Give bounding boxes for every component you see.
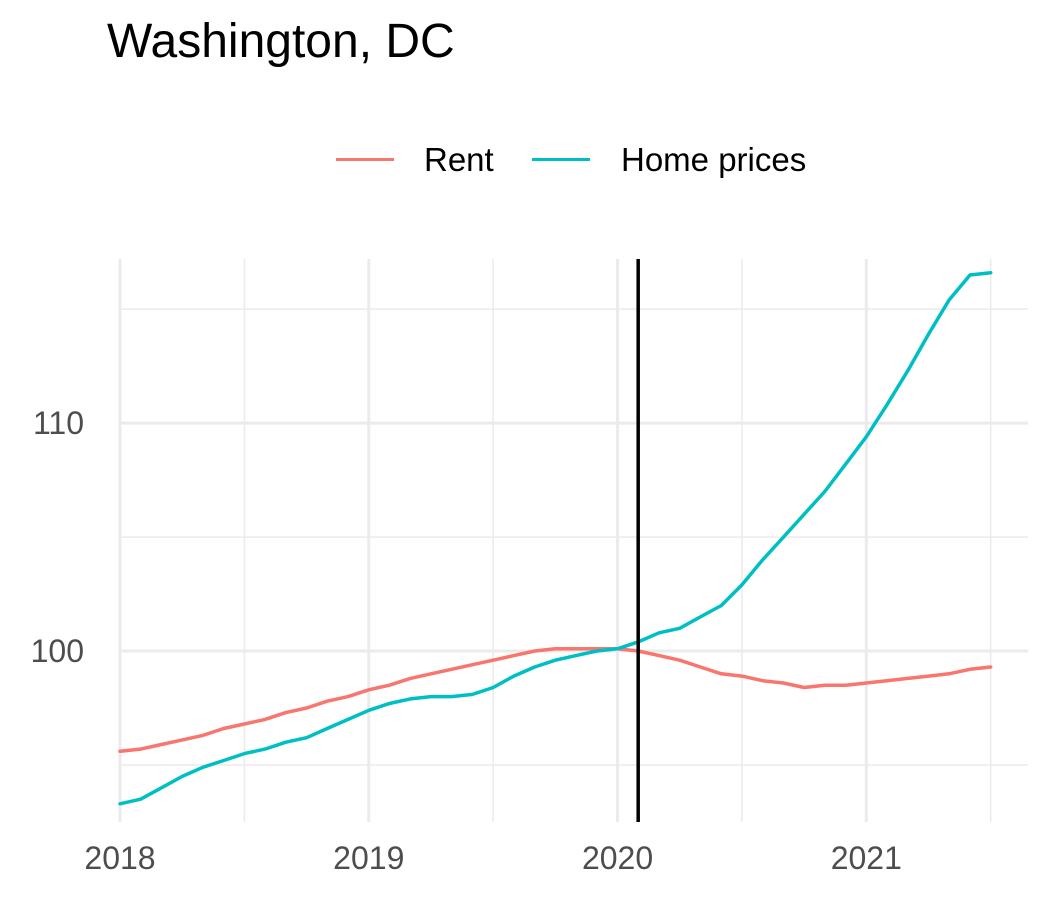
x-tick-label: 2018 — [84, 840, 155, 876]
legend-label-rent: Rent — [424, 141, 494, 178]
y-tick-label: 100 — [31, 633, 84, 669]
legend: Rent Home prices — [0, 136, 1050, 186]
y-axis-tick-labels: 100 110 — [31, 405, 84, 669]
legend-swatch-rent — [336, 158, 394, 161]
x-tick-label: 2021 — [831, 840, 902, 876]
x-tick-label: 2020 — [582, 840, 653, 876]
x-tick-label: 2019 — [333, 840, 404, 876]
legend-swatch-home-prices — [532, 158, 590, 161]
legend-label-home-prices: Home prices — [621, 141, 807, 178]
series-line-rent — [118, 647, 993, 754]
y-tick-label: 110 — [33, 405, 84, 441]
series-lines — [118, 270, 993, 806]
x-axis-tick-labels: 2018 2019 2020 2021 — [84, 840, 901, 876]
series-line-home-prices — [118, 270, 993, 806]
grid — [118, 259, 1028, 822]
chart-title: Washington, DC — [107, 15, 455, 68]
